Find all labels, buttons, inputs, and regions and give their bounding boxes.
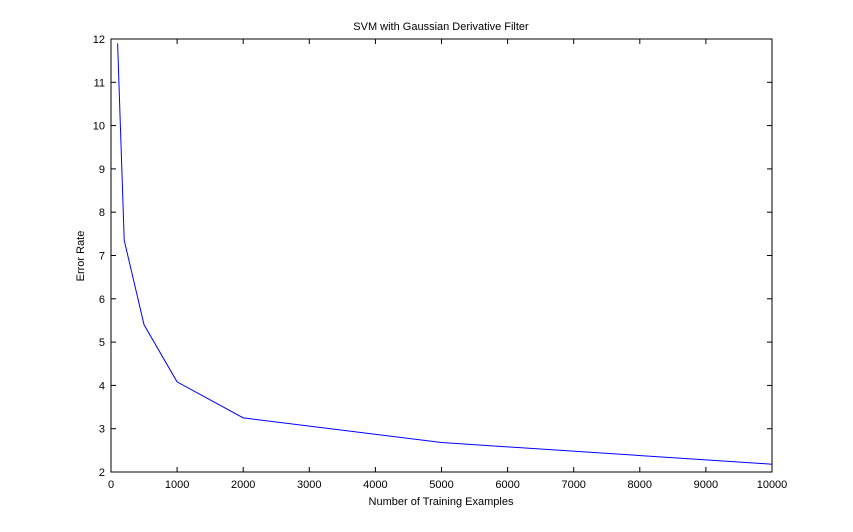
- y-tick-label: 9: [99, 164, 105, 176]
- series-group: [117, 43, 773, 465]
- y-axis-title: Error Rate: [75, 231, 87, 282]
- x-tick-label: 9000: [694, 479, 718, 491]
- y-tick-label: 4: [99, 380, 105, 392]
- x-tick-label: 3000: [297, 479, 321, 491]
- y-axis-ticks: 2 3 4 5 6 7 8 9 10 11 12: [93, 34, 772, 479]
- x-tick-label: 2000: [231, 479, 255, 491]
- series-line: [117, 43, 773, 465]
- y-tick-label: 12: [93, 34, 105, 46]
- y-tick-label: 3: [99, 424, 105, 436]
- x-tick-label: 8000: [628, 479, 652, 491]
- x-tick-label: 4000: [363, 479, 387, 491]
- y-tick-label: 11: [94, 77, 105, 89]
- x-tick-label: 10000: [757, 479, 788, 491]
- x-axis-title: Number of Training Examples: [369, 496, 514, 508]
- y-tick-label: 7: [99, 251, 105, 263]
- x-axis-ticks: 0 1000 2000 3000 4000 5000 6000 7000 8000 9000 100…: [108, 39, 787, 491]
- y-tick-label: 6: [99, 294, 105, 306]
- y-tick-label: 2: [99, 467, 105, 479]
- y-tick-label: 10: [93, 121, 105, 133]
- plot-area: [110, 38, 773, 473]
- x-tick-label: 7000: [561, 479, 585, 491]
- x-tick-label: 6000: [495, 479, 519, 491]
- x-tick-label: 0: [108, 479, 114, 491]
- x-tick-label: 5000: [429, 479, 453, 491]
- y-tick-label: 8: [99, 207, 105, 219]
- chart-title: SVM with Gaussian Derivative Filter: [353, 21, 529, 33]
- x-tick-label: 1000: [165, 479, 189, 491]
- y-tick-label: 5: [99, 337, 105, 349]
